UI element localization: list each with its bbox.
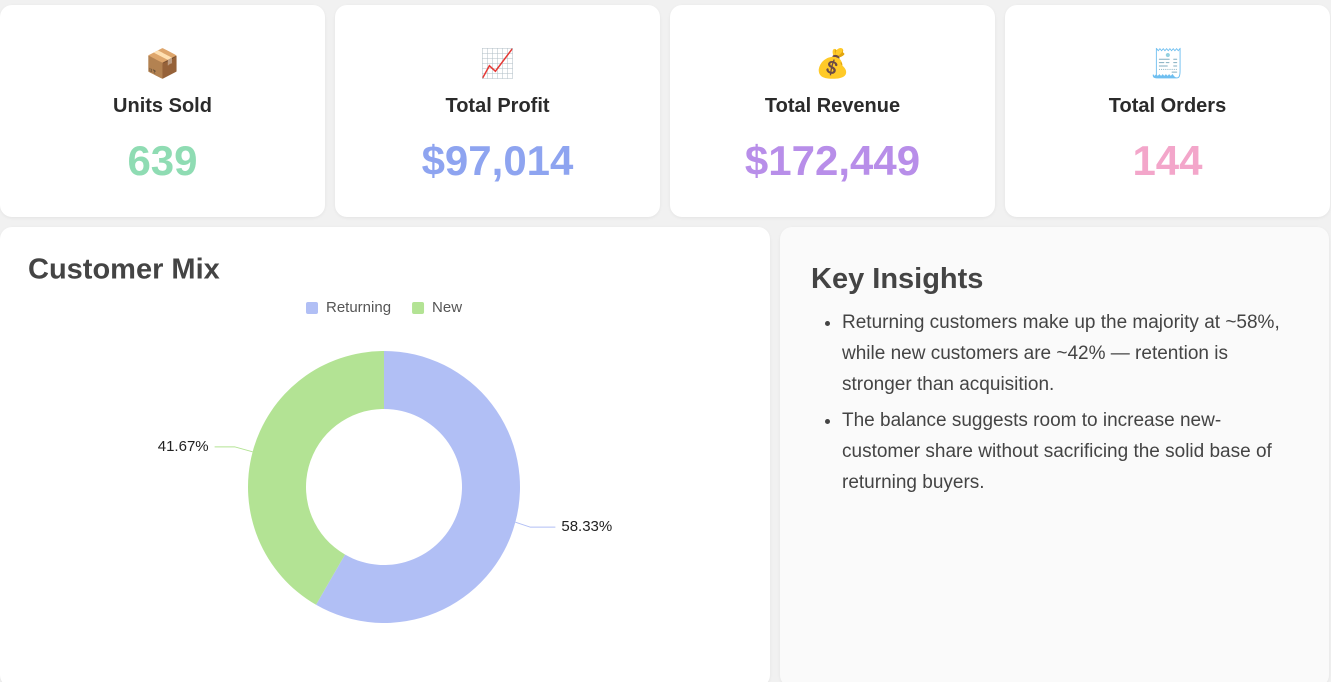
kpi-card: 📈 Total Profit $97,014 [335, 5, 660, 217]
kpi-label: Total Profit [445, 95, 550, 117]
kpi-label: Total Revenue [764, 95, 901, 117]
kpi-card: 📦 Units Sold 639 [0, 5, 325, 217]
legend-label: New [432, 299, 462, 316]
legend-swatch [412, 302, 425, 314]
leader-line [214, 446, 253, 453]
leader-line [515, 521, 556, 528]
chart: Customer Mix Returning New 58.33% 41.67% [28, 254, 612, 623]
kpi-label: Total Orders [1108, 95, 1227, 117]
insight-item: The balance suggests room to increase ne… [842, 405, 1282, 498]
donut-slice [316, 351, 520, 623]
kpi-icon: 📈 [480, 48, 515, 79]
kpi-icon: 🧾 [1150, 48, 1185, 79]
kpi-icon: 💰 [815, 48, 850, 79]
kpi-card: 💰 Total Revenue $172,449 [670, 5, 995, 217]
kpi-card: 🧾 Total Orders 144 [1005, 5, 1330, 217]
kpi-value: $97,014 [421, 137, 574, 184]
kpi-value: $172,449 [744, 137, 921, 184]
donut-slice [247, 351, 384, 605]
kpi-icon: 📦 [145, 48, 180, 79]
chart-card: Customer Mix Returning New 58.33% 41.67% [0, 227, 770, 682]
legend-swatch [306, 302, 318, 314]
insights-card: Key Insights Returning customers make up… [780, 227, 1329, 682]
value-label: 41.67% [158, 438, 209, 455]
value-label: 58.33% [561, 518, 612, 535]
insights-title: Key Insights [811, 263, 984, 295]
kpi-value: 144 [1132, 137, 1203, 184]
insight-item: Returning customers make up the majority… [842, 307, 1282, 400]
kpi-value: 639 [127, 137, 198, 184]
legend-label: Returning [326, 299, 391, 316]
kpi-label: Units Sold [113, 95, 212, 117]
chart-title: Customer Mix [28, 254, 220, 286]
insights-list: Returning customers make up the majority… [811, 307, 1282, 503]
